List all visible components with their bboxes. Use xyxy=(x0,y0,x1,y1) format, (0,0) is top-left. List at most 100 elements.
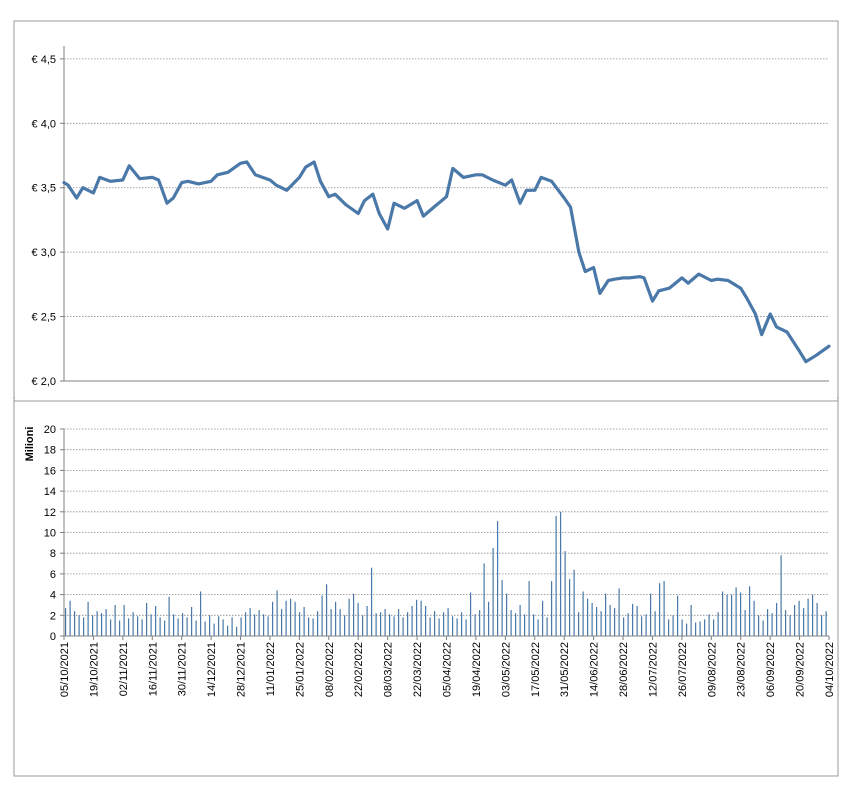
volume-bar xyxy=(510,610,512,636)
volume-bar xyxy=(587,598,589,636)
volume-bar xyxy=(150,614,152,636)
volume-x-tick-label: 20/09/2022 xyxy=(795,642,807,697)
volume-y-tick-label: 16 xyxy=(44,465,56,477)
volume-bar xyxy=(821,615,823,636)
volume-bar xyxy=(645,614,647,636)
volume-x-tick-label: 12/07/2022 xyxy=(648,642,660,697)
volume-bar xyxy=(92,615,94,636)
volume-x-tick-label: 22/03/2022 xyxy=(412,642,424,697)
volume-bar xyxy=(294,601,296,636)
volume-bar xyxy=(785,610,787,636)
volume-bar xyxy=(465,619,467,636)
volume-bar xyxy=(609,605,611,636)
volume-bar xyxy=(776,602,778,636)
volume-bar xyxy=(699,621,701,636)
volume-y-tick-label: 18 xyxy=(44,445,56,457)
volume-bar xyxy=(96,611,98,636)
volume-y-tick-label: 2 xyxy=(50,610,56,622)
volume-bar xyxy=(704,619,706,636)
volume-bar xyxy=(582,591,584,636)
volume-bar xyxy=(249,608,251,636)
volume-y-tick-labels: 0 2 4 6 8 10 12 14 16 18 20 xyxy=(44,424,64,643)
volume-bar xyxy=(569,579,571,636)
volume-bar xyxy=(411,606,413,636)
volume-bar xyxy=(114,605,116,636)
volume-bar xyxy=(330,609,332,636)
volume-bar xyxy=(758,615,760,636)
price-gridlines xyxy=(64,58,829,317)
volume-bar xyxy=(515,613,517,636)
volume-bar xyxy=(438,618,440,636)
volume-bar xyxy=(731,594,733,636)
volume-bar xyxy=(447,608,449,636)
volume-bar xyxy=(470,592,472,636)
volume-bar xyxy=(654,611,656,636)
volume-bar xyxy=(101,613,103,636)
volume-bar xyxy=(375,613,377,636)
volume-bar xyxy=(677,595,679,636)
volume-bar xyxy=(65,608,67,636)
volume-bar xyxy=(168,596,170,636)
volume-bar xyxy=(83,617,85,636)
volume-x-tick-label: 05/04/2022 xyxy=(442,642,454,697)
volume-bar xyxy=(591,602,593,636)
volume-bar xyxy=(501,580,503,636)
price-series-line xyxy=(62,160,831,364)
volume-bar xyxy=(321,595,323,636)
volume-chart: 0 2 4 6 8 10 12 14 16 18 20 05/10/2021 19/10/2021 02… xyxy=(24,424,836,697)
volume-bar xyxy=(497,521,499,636)
volume-y-tick-label: 20 xyxy=(44,424,56,436)
volume-bar xyxy=(407,612,409,636)
volume-bar xyxy=(155,606,157,636)
volume-x-tick-label: 19/10/2021 xyxy=(88,642,100,697)
volume-bar xyxy=(546,617,548,636)
volume-bar xyxy=(605,593,607,636)
volume-bar xyxy=(488,601,490,636)
volume-bar xyxy=(425,606,427,636)
volume-bar xyxy=(812,594,814,636)
volume-bar xyxy=(825,611,827,636)
price-chart: € 2,0 € 2,5 € 3,0 € 3,5 € 4,0 € 4,5 xyxy=(32,46,831,388)
volume-bar xyxy=(231,617,233,636)
volume-bar xyxy=(362,615,364,636)
volume-bar xyxy=(681,619,683,636)
volume-x-tick-label: 14/12/2021 xyxy=(206,642,218,697)
volume-y-tick-label: 12 xyxy=(44,507,56,519)
volume-bar xyxy=(600,611,602,636)
volume-bar xyxy=(299,612,301,636)
volume-bar xyxy=(416,599,418,636)
price-y-tick-label: € 4,5 xyxy=(32,54,56,66)
volume-x-tick-label: 06/09/2022 xyxy=(765,642,777,697)
volume-bar xyxy=(690,605,692,636)
volume-x-tick-label: 09/08/2022 xyxy=(706,642,718,697)
volume-bar xyxy=(326,584,328,637)
volume-bar xyxy=(137,616,139,636)
volume-bar xyxy=(803,608,805,636)
volume-bar xyxy=(614,608,616,636)
volume-x-tick-label: 23/08/2022 xyxy=(736,642,748,697)
volume-bar xyxy=(663,581,665,636)
volume-bar xyxy=(717,612,719,636)
volume-bar xyxy=(461,612,463,636)
volume-bar xyxy=(245,612,247,636)
volume-bar xyxy=(146,602,148,636)
volume-bar xyxy=(141,619,143,636)
volume-x-tick-label: 26/07/2022 xyxy=(677,642,689,697)
volume-bar xyxy=(641,616,643,636)
volume-bar xyxy=(110,619,112,636)
volume-x-tick-label: 04/10/2022 xyxy=(824,642,836,697)
volume-bar xyxy=(479,610,481,636)
volume-bar xyxy=(402,617,404,636)
volume-bar xyxy=(344,615,346,636)
volume-bar xyxy=(236,626,238,636)
volume-x-tick-label: 28/12/2021 xyxy=(236,642,248,697)
volume-bar xyxy=(308,617,310,636)
volume-bar xyxy=(578,612,580,636)
volume-bar xyxy=(537,619,539,636)
volume-x-tick-labels: 05/10/2021 19/10/2021 02/11/2021 16/11/2021… xyxy=(59,636,836,697)
volume-bar xyxy=(564,551,566,636)
panel-gap xyxy=(15,396,837,401)
volume-bar xyxy=(254,614,256,636)
volume-bar xyxy=(474,614,476,636)
volume-bar xyxy=(632,603,634,636)
